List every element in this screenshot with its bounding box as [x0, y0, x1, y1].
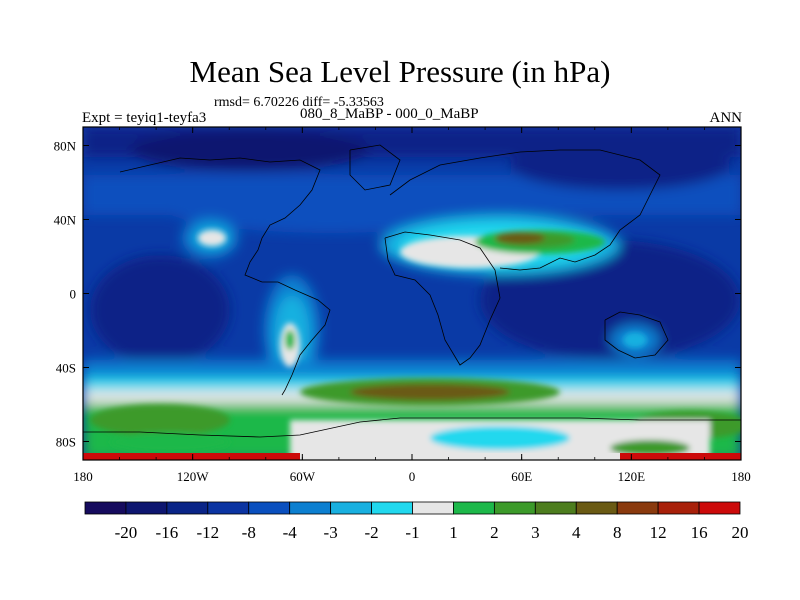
colorbar-swatch: [207, 501, 250, 515]
colorbar-swatch: [125, 501, 168, 515]
colorbar-label: -4: [283, 523, 298, 542]
x-tick-label: 0: [409, 469, 416, 484]
colorbar-swatch: [616, 501, 659, 515]
x-tick-label: 180: [73, 469, 93, 484]
x-tick-label: 180: [731, 469, 751, 484]
y-tick-label: 40S: [56, 361, 76, 376]
x-tick-label: 120W: [177, 469, 210, 484]
season-label: ANN: [709, 110, 743, 126]
colorbar-swatch: [371, 501, 413, 515]
colorbar-swatch: [534, 501, 577, 515]
colorbar-swatch: [575, 501, 618, 515]
coastlines: [83, 144, 741, 438]
colorbar-label: -16: [156, 523, 179, 542]
colorbar-swatch: [493, 501, 536, 515]
pressure-difference-field: [83, 127, 741, 460]
colorbar-label: 1: [449, 523, 458, 542]
x-tick-label: 120E: [618, 469, 646, 484]
x-axis-ticks: 180 120W 60W 0 60E 120E 180: [73, 127, 751, 484]
colorbar-label: -20: [115, 523, 138, 542]
x-tick-label: 60W: [290, 469, 316, 484]
colorbar-label: 16: [691, 523, 708, 542]
plot-title: Mean Sea Level Pressure (in hPa): [189, 54, 611, 89]
comparison-label: 080_8_MaBP - 000_0_MaBP: [300, 106, 479, 122]
colorbar-swatch: [412, 501, 454, 515]
y-tick-label: 0: [70, 287, 77, 302]
experiment-label: Expt = teyiq1-teyfa3: [82, 110, 207, 126]
colorbar-swatch: [248, 501, 291, 515]
colorbar-label: -12: [196, 523, 219, 542]
colorbar-swatch: [166, 501, 209, 515]
colorbar-label: -3: [324, 523, 338, 542]
x-tick-label: 60E: [511, 469, 532, 484]
y-tick-label: 80S: [56, 435, 76, 450]
y-tick-label: 80N: [54, 139, 77, 154]
colorbar-swatch: [698, 501, 741, 515]
colorbar-label: 8: [613, 523, 622, 542]
colorbar-label: 20: [732, 523, 749, 542]
colorbar: -20 -16 -12 -8 -4 -3 -2 -1 1 2 3 4 8 12 16 20: [84, 501, 749, 542]
colorbar-label: 4: [572, 523, 581, 542]
y-tick-label: 40N: [54, 213, 77, 228]
colorbar-label: 12: [650, 523, 667, 542]
colorbar-label: -2: [364, 523, 378, 542]
colorbar-label: 2: [490, 523, 499, 542]
colorbar-label: 3: [531, 523, 540, 542]
colorbar-swatch: [330, 501, 372, 515]
y-axis-ticks: 80N 40N 0 40S 80S: [54, 139, 741, 450]
colorbar-swatch: [657, 501, 700, 515]
colorbar-label: -8: [242, 523, 256, 542]
rmsd-diff-stats: rmsd= 6.70226 diff= -5.33563: [214, 95, 384, 110]
colorbar-swatch: [453, 501, 495, 515]
colorbar-label: -1: [405, 523, 419, 542]
colorbar-swatch: [84, 501, 127, 515]
colorbar-swatch: [289, 501, 332, 515]
